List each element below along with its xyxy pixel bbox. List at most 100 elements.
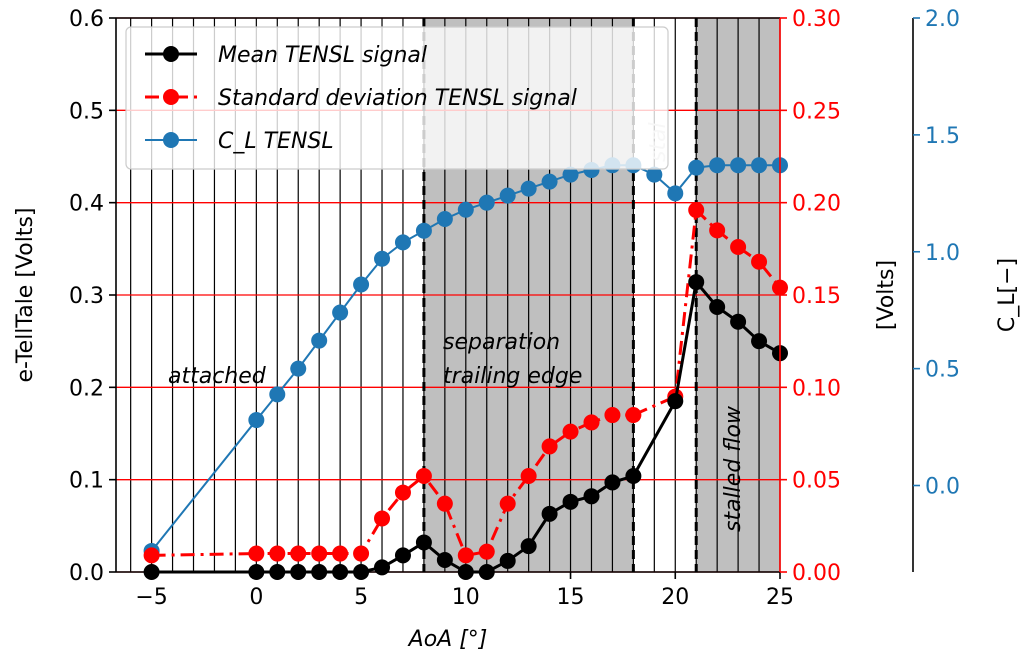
- x-tick-label: 25: [766, 585, 794, 610]
- right-axis-ticks: 0.00 0.05 0.10 0.15 0.20 0.25 0.30: [780, 7, 841, 586]
- data-point: [269, 545, 286, 562]
- data-point: [499, 495, 516, 512]
- cl-axis-label: C_L[−]: [995, 258, 1020, 332]
- data-point: [374, 510, 391, 527]
- legend-std-label: Standard deviation TENSL signal: [218, 86, 577, 111]
- data-point: [311, 545, 328, 562]
- legend-cl-label: C_L TENSL: [218, 129, 334, 154]
- data-point: [667, 393, 684, 410]
- data-point: [604, 407, 621, 424]
- data-point: [499, 552, 516, 569]
- data-point: [290, 360, 307, 377]
- x-tick-label: 20: [661, 585, 689, 610]
- data-point: [688, 202, 705, 219]
- x-tick-label: 5: [354, 585, 368, 610]
- data-point: [541, 505, 558, 522]
- data-point: [394, 234, 411, 251]
- data-point: [436, 495, 453, 512]
- data-point: [730, 313, 747, 330]
- right-tick-label: 0.00: [792, 561, 841, 586]
- data-point: [394, 547, 411, 564]
- annotation-attached: attached: [168, 364, 267, 389]
- data-point: [562, 423, 579, 440]
- annotation-trailing-edge: trailing edge: [443, 364, 582, 389]
- data-point: [583, 414, 600, 431]
- data-point: [143, 547, 160, 564]
- region-annotations: attached separation trailing edge stal s…: [168, 122, 746, 532]
- cl-tick-label: 2.0: [925, 7, 960, 32]
- annotation-separation: separation: [443, 330, 560, 355]
- data-point: [415, 534, 432, 551]
- data-point: [457, 201, 474, 218]
- data-point: [583, 488, 600, 505]
- x-axis-label: AoA [°]: [407, 627, 488, 652]
- data-point: [667, 185, 684, 202]
- data-point: [751, 253, 768, 270]
- data-point: [520, 538, 537, 555]
- data-point: [730, 157, 747, 174]
- data-point: [709, 222, 726, 239]
- cl-tick-label: 1.5: [925, 124, 960, 149]
- data-point: [604, 474, 621, 491]
- legend-mean-marker: [163, 46, 179, 62]
- legend: Mean TENSL signal Standard deviation TEN…: [125, 26, 669, 170]
- data-point: [541, 173, 558, 190]
- data-point: [709, 157, 726, 174]
- cl-tick-label: 1.0: [925, 241, 960, 266]
- data-point: [374, 559, 391, 576]
- left-tick-label: 0.4: [69, 192, 104, 217]
- data-point: [646, 166, 663, 183]
- right-tick-label: 0.20: [792, 192, 841, 217]
- x-tick-label: −5: [135, 585, 167, 610]
- data-point: [730, 238, 747, 255]
- left-tick-label: 0.3: [69, 284, 104, 309]
- series-line: [151, 206, 782, 558]
- data-point: [332, 304, 349, 321]
- legend-mean-label: Mean TENSL signal: [218, 43, 427, 68]
- right-tick-label: 0.15: [792, 284, 841, 309]
- data-point: [332, 545, 349, 562]
- data-point: [248, 545, 265, 562]
- data-point: [353, 545, 370, 562]
- data-point: [562, 493, 579, 510]
- legend-box: [125, 26, 669, 170]
- data-point: [709, 299, 726, 316]
- left-axis-label: e-TellTale [Volts]: [13, 207, 38, 382]
- data-point: [562, 166, 579, 183]
- data-point: [290, 545, 307, 562]
- right-axis-label: [Volts]: [874, 260, 899, 330]
- x-tick-label: 15: [557, 585, 585, 610]
- left-tick-label: 0.1: [69, 469, 104, 494]
- data-point: [625, 467, 642, 484]
- data-point: [688, 159, 705, 176]
- data-point: [415, 222, 432, 239]
- data-point: [248, 412, 265, 429]
- data-point: [478, 543, 495, 560]
- left-axis-ticks: 0.0 0.1 0.2 0.3 0.4 0.5 0.6: [69, 7, 116, 586]
- data-point: [415, 467, 432, 484]
- legend-cl-marker: [163, 132, 179, 148]
- annotation-stalled-flow: stalled flow: [721, 405, 746, 532]
- left-tick-label: 0.2: [69, 376, 104, 401]
- data-point: [688, 274, 705, 291]
- cl-tick-label: 0.0: [925, 475, 960, 500]
- right-tick-label: 0.10: [792, 376, 841, 401]
- data-point: [269, 386, 286, 403]
- data-point: [520, 467, 537, 484]
- right-tick-label: 0.25: [792, 99, 841, 124]
- data-point: [311, 332, 328, 349]
- x-axis-ticks: −5 0 5 10 15 20 25: [135, 572, 794, 610]
- cl-tick-label: 0.5: [925, 358, 960, 383]
- right-tick-label: 0.30: [792, 7, 841, 32]
- left-tick-label: 0.0: [69, 561, 104, 586]
- left-tick-label: 0.5: [69, 99, 104, 124]
- data-point: [394, 484, 411, 501]
- data-point: [457, 547, 474, 564]
- cl-axis-ticks: 0.0 0.5 1.0 1.5 2.0: [913, 7, 960, 500]
- data-point: [541, 438, 558, 455]
- data-point: [751, 157, 768, 174]
- legend-std-marker: [163, 89, 179, 105]
- data-point: [499, 187, 516, 204]
- x-tick-label: 0: [249, 585, 263, 610]
